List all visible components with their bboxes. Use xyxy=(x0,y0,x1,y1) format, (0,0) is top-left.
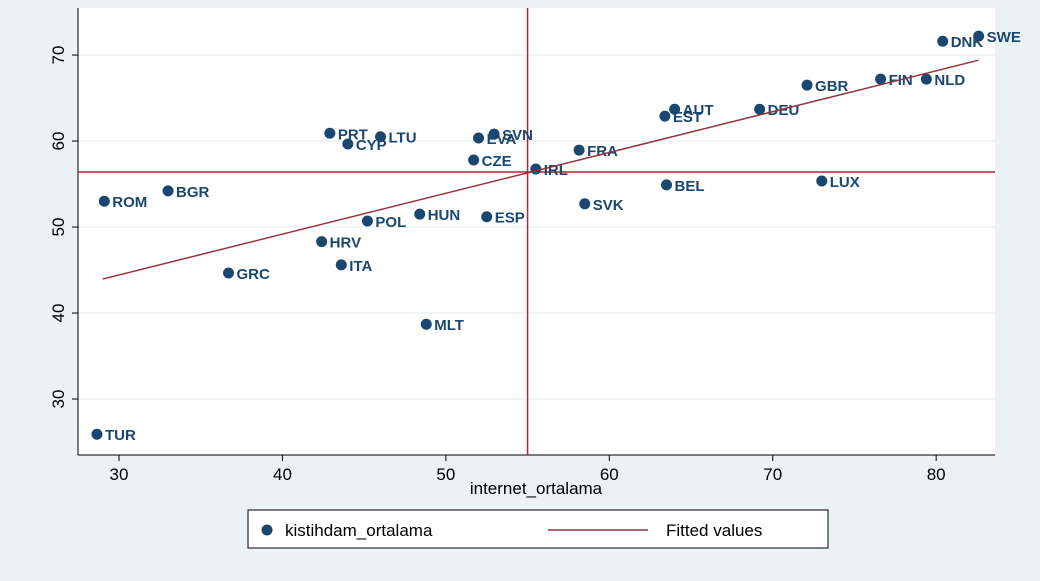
x-axis-label: internet_ortalama xyxy=(470,479,603,498)
y-tick-label: 60 xyxy=(49,132,68,151)
point xyxy=(579,198,591,210)
point-label: ROM xyxy=(112,194,147,211)
point xyxy=(661,179,673,191)
point-label: ITA xyxy=(349,258,372,275)
point xyxy=(91,428,103,440)
x-tick-label: 80 xyxy=(927,465,946,484)
point xyxy=(659,110,671,122)
point xyxy=(162,185,174,197)
point xyxy=(816,175,828,187)
point xyxy=(420,318,432,330)
point-label: SVN xyxy=(502,127,533,144)
plot-area xyxy=(78,8,995,455)
point xyxy=(488,128,500,140)
point xyxy=(481,211,493,223)
point xyxy=(98,195,110,207)
point-label: POL xyxy=(375,214,406,231)
point-label: HRV xyxy=(330,235,361,252)
legend-marker xyxy=(261,524,273,536)
point xyxy=(875,73,887,85)
point xyxy=(754,103,766,115)
x-tick-label: 50 xyxy=(436,465,455,484)
point-label: TUR xyxy=(105,427,136,444)
y-tick-label: 40 xyxy=(49,304,68,323)
x-tick-label: 70 xyxy=(763,465,782,484)
point-label: NLD xyxy=(934,72,965,89)
fit-line xyxy=(102,59,979,280)
point-label: SVK xyxy=(593,197,624,214)
point-label: BGR xyxy=(176,184,210,201)
point xyxy=(316,236,328,248)
point xyxy=(920,73,932,85)
point-label: MLT xyxy=(434,317,464,334)
point-label: GRC xyxy=(237,266,271,283)
legend-label: Fitted values xyxy=(666,521,762,540)
y-tick-label: 70 xyxy=(49,46,68,65)
x-tick-label: 30 xyxy=(110,465,129,484)
point-label: AUT xyxy=(683,102,714,119)
point-label: GBR xyxy=(815,78,849,95)
point-label: SWE xyxy=(987,29,1021,46)
point xyxy=(801,79,813,91)
x-tick-label: 60 xyxy=(600,465,619,484)
point-label: DEU xyxy=(768,102,800,119)
point-label: LUX xyxy=(830,174,860,191)
y-tick-label: 30 xyxy=(49,390,68,409)
point-label: EST xyxy=(673,109,702,126)
x-tick-label: 40 xyxy=(273,465,292,484)
legend xyxy=(247,509,829,549)
point xyxy=(223,267,235,279)
point xyxy=(468,154,480,166)
y-tick-label: 50 xyxy=(49,218,68,237)
point-label: BEL xyxy=(675,178,705,195)
point xyxy=(414,208,426,220)
legend-label: kistihdam_ortalama xyxy=(285,521,433,540)
point-label: HUN xyxy=(428,207,461,224)
point xyxy=(335,259,347,271)
point xyxy=(342,138,354,150)
point xyxy=(375,131,387,143)
point-label: LTU xyxy=(389,130,417,147)
point xyxy=(669,103,681,115)
point-label: PRT xyxy=(338,126,368,143)
point xyxy=(973,30,985,42)
point xyxy=(361,215,373,227)
point-label: IRL xyxy=(544,162,568,179)
point-label: ESP xyxy=(495,210,525,227)
point xyxy=(573,144,585,156)
point-label: FIN xyxy=(889,72,913,89)
point-label: CZE xyxy=(482,153,512,170)
point xyxy=(324,127,336,139)
point xyxy=(937,35,949,47)
point xyxy=(473,132,485,144)
point xyxy=(530,163,542,175)
